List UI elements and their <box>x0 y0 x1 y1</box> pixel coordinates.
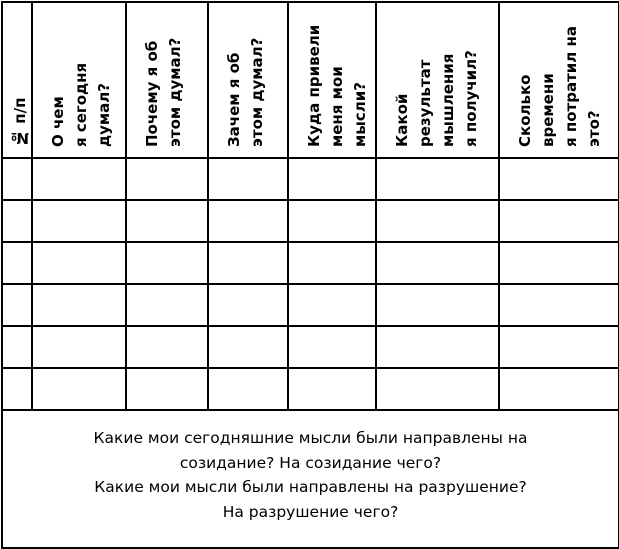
table-cell[interactable] <box>287 325 377 369</box>
table-cell[interactable] <box>31 199 127 243</box>
table-row <box>1 283 619 327</box>
table-cell[interactable] <box>31 241 127 285</box>
table-cell[interactable] <box>207 367 289 411</box>
table-cell[interactable] <box>375 241 500 285</box>
table-row <box>1 157 619 201</box>
table-cell[interactable] <box>1 157 33 201</box>
table-cell[interactable] <box>125 199 209 243</box>
header-purpose: Зачем я об этом думал? <box>207 1 289 159</box>
table-row <box>1 241 619 285</box>
table-cell[interactable] <box>287 283 377 327</box>
footer-row: Какие мои сегодняшние мысли были направл… <box>1 409 619 549</box>
footer-line: Какие мои мысли были направлены на разру… <box>94 478 527 496</box>
table-cell[interactable] <box>375 199 500 243</box>
table-cell[interactable] <box>31 157 127 201</box>
header-why-thought: Почему я об этом думал? <box>125 1 209 159</box>
table-row <box>1 325 619 369</box>
table-cell[interactable] <box>498 241 619 285</box>
table-cell[interactable] <box>1 241 33 285</box>
table-cell[interactable] <box>375 157 500 201</box>
table-cell[interactable] <box>375 325 500 369</box>
table-cell[interactable] <box>125 325 209 369</box>
table-cell[interactable] <box>287 367 377 411</box>
header-where-led: Куда привели меня мои мысли? <box>287 1 377 159</box>
table-cell[interactable] <box>498 325 619 369</box>
table-cell[interactable] <box>31 367 127 411</box>
table-cell[interactable] <box>207 241 289 285</box>
header-number: № п/п <box>1 1 33 159</box>
table-cell[interactable] <box>207 283 289 327</box>
table-cell[interactable] <box>287 241 377 285</box>
footer-line: На разрушение чего? <box>222 502 399 521</box>
footer-line: созидание? На созидание чего? <box>179 453 442 472</box>
table-cell[interactable] <box>375 283 500 327</box>
table-cell[interactable] <box>125 241 209 285</box>
table-cell[interactable] <box>125 157 209 201</box>
header-time-spent: Сколько времени я потратил на это? <box>498 1 619 159</box>
header-result: Какой результат мышления я получил? <box>375 1 500 159</box>
table-cell[interactable] <box>1 367 33 411</box>
table-cell[interactable] <box>498 367 619 411</box>
table-cell[interactable] <box>207 325 289 369</box>
table-cell[interactable] <box>1 283 33 327</box>
table-cell[interactable] <box>498 283 619 327</box>
footer-line: Какие мои сегодняшние мысли были направл… <box>93 429 528 447</box>
table-row <box>1 367 619 411</box>
table-cell[interactable] <box>125 367 209 411</box>
table-cell[interactable] <box>207 199 289 243</box>
table-cell[interactable] <box>498 157 619 201</box>
header-row: № п/п О чем я сегодня думал? Почему я об… <box>1 1 619 159</box>
table-cell[interactable] <box>287 157 377 201</box>
table-cell[interactable] <box>31 283 127 327</box>
table-cell[interactable] <box>375 367 500 411</box>
table-row <box>1 199 619 243</box>
header-what-thought: О чем я сегодня думал? <box>31 1 127 159</box>
table-cell[interactable] <box>125 283 209 327</box>
table-cell[interactable] <box>287 199 377 243</box>
table-cell[interactable] <box>31 325 127 369</box>
table-cell[interactable] <box>1 325 33 369</box>
table-cell[interactable] <box>498 199 619 243</box>
table-cell[interactable] <box>207 157 289 201</box>
footer-questions: Какие мои сегодняшние мысли были направл… <box>1 409 619 549</box>
table-cell[interactable] <box>1 199 33 243</box>
